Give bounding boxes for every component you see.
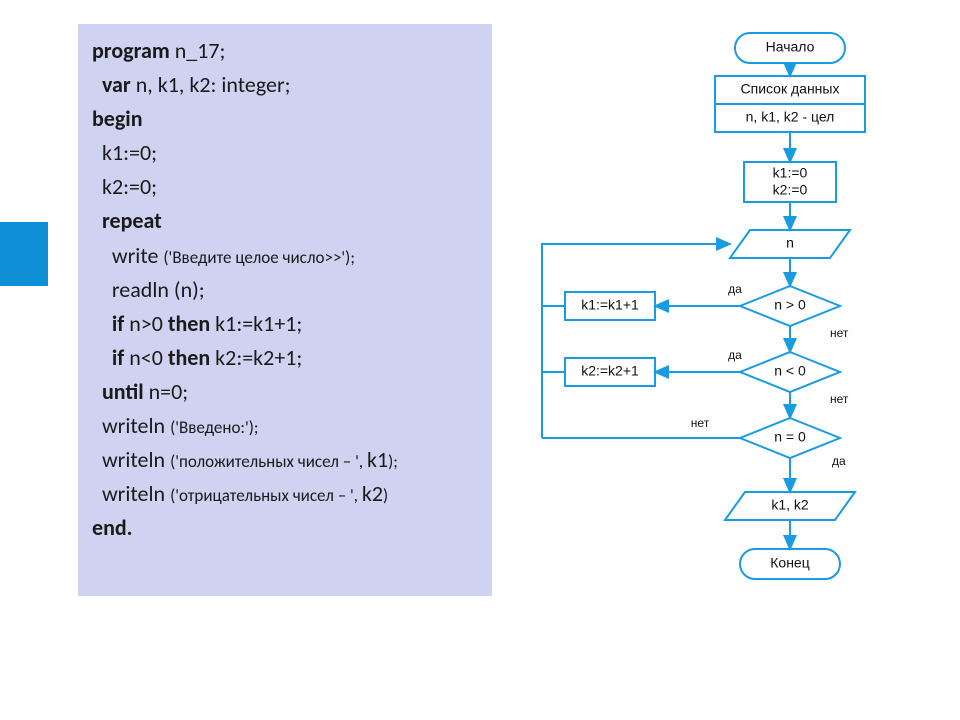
flowchart: НачалоСписок данныхn, k1, k2 - целk1:=0k…	[520, 24, 950, 704]
code-line-12: writeln ('Введено:');	[92, 409, 478, 443]
svg-text:нет: нет	[830, 326, 849, 340]
svg-text:да: да	[832, 454, 846, 468]
code-line-1: program n_17;	[92, 34, 478, 68]
code-line-8: readln (n);	[92, 273, 478, 307]
code-line-3: begin	[92, 102, 478, 136]
side-accent-bar	[0, 222, 48, 286]
code-line-15: end.	[92, 511, 478, 545]
svg-text:да: да	[728, 282, 742, 296]
svg-text:k2:=0: k2:=0	[773, 182, 808, 198]
code-panel: program n_17; var n, k1, k2: integer; be…	[78, 24, 492, 596]
svg-text:Список данных: Список данных	[741, 81, 840, 97]
svg-text:нет: нет	[830, 392, 849, 406]
code-line-5: k2:=0;	[92, 170, 478, 204]
svg-text:k1:=k1+1: k1:=k1+1	[581, 297, 639, 313]
svg-text:n > 0: n > 0	[774, 297, 806, 313]
svg-text:n, k1, k2 - цел: n, k1, k2 - цел	[746, 109, 835, 125]
svg-text:Начало: Начало	[766, 39, 815, 55]
svg-text:n = 0: n = 0	[774, 429, 806, 445]
code-line-14: writeln ('отрицательных чисел – ', k2)	[92, 477, 478, 511]
svg-text:Конец: Конец	[770, 555, 809, 571]
svg-text:k1:=0: k1:=0	[773, 165, 808, 181]
code-line-6: repeat	[92, 204, 478, 238]
svg-text:n: n	[786, 235, 794, 251]
code-line-11: until n=0;	[92, 375, 478, 409]
svg-text:k2:=k2+1: k2:=k2+1	[581, 363, 639, 379]
code-line-13: writeln ('положительных чисел – ', k1);	[92, 443, 478, 477]
svg-text:k1, k2: k1, k2	[771, 497, 809, 513]
svg-text:нет: нет	[691, 416, 710, 430]
code-line-7: write ('Введите целое число>>');	[92, 239, 478, 273]
svg-text:n < 0: n < 0	[774, 363, 806, 379]
code-line-2: var n, k1, k2: integer;	[92, 68, 478, 102]
code-line-9: if n>0 then k1:=k1+1;	[92, 307, 478, 341]
code-line-4: k1:=0;	[92, 136, 478, 170]
code-line-10: if n<0 then k2:=k2+1;	[92, 341, 478, 375]
svg-text:да: да	[728, 348, 742, 362]
